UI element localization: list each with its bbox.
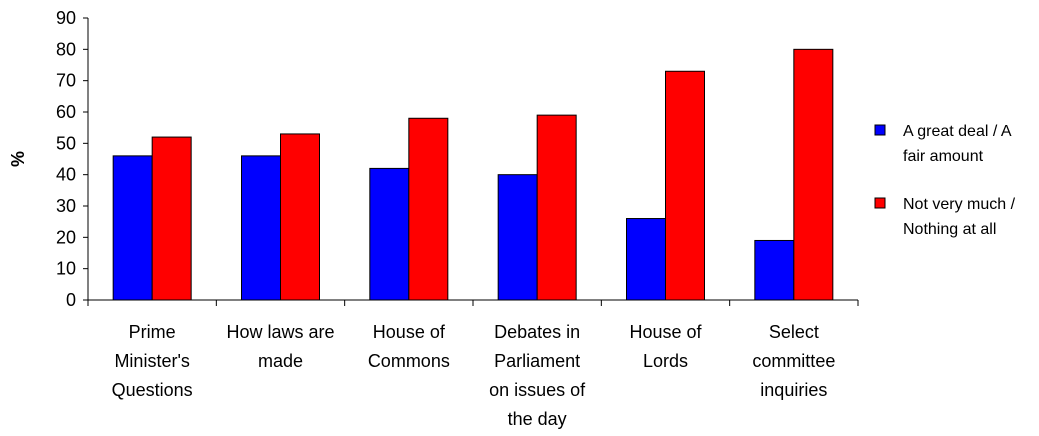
legend-swatch-series2 — [874, 197, 886, 209]
y-tick-label: 60 — [56, 102, 76, 122]
bar-series1-cat5 — [626, 218, 666, 301]
legend: A great deal / A fair amount Not very much… — [874, 123, 1016, 238]
x-category-label-line: Prime — [129, 322, 176, 342]
bar-series1-cat1 — [112, 155, 153, 301]
bar-series2-cat3 — [408, 117, 449, 301]
x-category-label-line: Parliament — [494, 351, 580, 371]
legend-label-line: Nothing at all — [903, 221, 996, 238]
x-category-label: House of Commons — [368, 322, 450, 371]
bar-series2-cat4 — [536, 114, 577, 301]
y-tick-label: 70 — [56, 71, 76, 91]
bar-series1-cat4 — [497, 174, 538, 301]
x-category-label-line: made — [258, 351, 303, 371]
y-tick-label: 20 — [56, 227, 76, 247]
x-category-label-line: inquiries — [760, 380, 827, 400]
legend-label-line: Not very much / — [903, 196, 1016, 213]
legend-label-line: fair amount — [903, 148, 984, 165]
legend-label-series2: Not very much / Nothing at all — [903, 196, 1016, 238]
bar-series1-cat2 — [241, 155, 281, 301]
legend-label-line: A great deal / A — [903, 123, 1012, 140]
x-category-label-line: House of — [373, 322, 446, 342]
x-category-label: How laws are made — [226, 322, 334, 371]
y-tick-label: 30 — [56, 196, 76, 216]
x-category-label-line: committee — [752, 351, 835, 371]
x-axis — [87, 18, 859, 306]
x-category-label-line: Commons — [368, 351, 450, 371]
x-category-label: Debates in Parliament on issues of the day — [489, 322, 586, 429]
x-category-label: House of Lords — [629, 322, 702, 371]
bar-series2-cat1 — [151, 136, 192, 301]
x-category-label-line: House of — [629, 322, 702, 342]
x-category-label: Select committee inquiries — [752, 322, 835, 400]
bar-series1-cat6 — [754, 239, 795, 301]
x-category-label-line: Minister's — [114, 351, 189, 371]
bar-series2-cat6 — [793, 48, 834, 301]
bar-series2-cat5 — [665, 70, 705, 301]
bars-group — [112, 48, 834, 301]
y-axis-ticks: 0 10 20 30 40 50 60 70 80 90 — [56, 8, 88, 310]
legend-label-series1: A great deal / A fair amount — [903, 123, 1012, 165]
x-category-label-line: the day — [508, 409, 567, 429]
bar-series2-cat2 — [280, 133, 320, 301]
y-axis-title: % — [8, 151, 28, 167]
y-axis-title-group: % — [8, 151, 28, 167]
y-tick-label: 80 — [56, 39, 76, 59]
x-category-label-line: Debates in — [494, 322, 580, 342]
x-category-label-line: on issues of — [489, 380, 586, 400]
category-labels: Prime Minister's Questions How laws are made… — [112, 322, 836, 429]
y-tick-label: 0 — [66, 290, 76, 310]
y-tick-label: 90 — [56, 8, 76, 28]
x-category-label-line: Questions — [112, 380, 193, 400]
legend-swatch-series1 — [874, 124, 886, 136]
x-category-label-line: Lords — [643, 351, 688, 371]
y-tick-label: 50 — [56, 133, 76, 153]
y-tick-label: 10 — [56, 259, 76, 279]
bar-series1-cat3 — [369, 167, 410, 301]
x-category-label-line: How laws are — [226, 322, 334, 342]
x-category-label-line: Select — [769, 322, 819, 342]
y-tick-label: 40 — [56, 165, 76, 185]
x-category-label: Prime Minister's Questions — [112, 322, 193, 400]
